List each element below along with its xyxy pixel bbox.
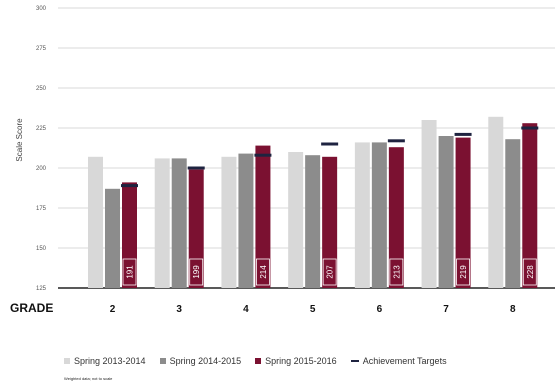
x-axis-label: GRADE: [10, 301, 53, 315]
legend-item-series-1: Spring 2013-2014: [64, 356, 146, 366]
legend-label-series-1: Spring 2013-2014: [74, 356, 146, 366]
y-tick-label: 200: [36, 166, 47, 172]
data-label-box: [322, 258, 337, 286]
bar: [171, 158, 187, 288]
x-tick-label: 2: [110, 304, 116, 315]
bar: [438, 136, 454, 288]
target-marker: [121, 184, 138, 188]
legend-label-series-2: Spring 2014-2015: [169, 356, 242, 366]
target-marker: [187, 166, 205, 170]
bar: [221, 156, 237, 288]
bar: [305, 155, 321, 288]
bar: [288, 152, 304, 288]
legend-swatch-series-3: [255, 358, 262, 364]
legend: Spring 2013-2014 Spring 2014-2015 Spring…: [64, 352, 558, 370]
bar: [388, 147, 404, 288]
target-marker: [387, 139, 405, 143]
bar: [322, 156, 338, 288]
y-axis-label: Scale Score: [15, 118, 24, 162]
x-tick-label: 7: [443, 304, 449, 315]
legend-dash-targets: [350, 360, 359, 362]
target-marker: [254, 153, 272, 157]
bar: [421, 120, 437, 288]
x-tick-label: 8: [510, 304, 516, 315]
legend-label-series-3: Spring 2015-2016: [265, 356, 337, 366]
y-tick-label: 175: [36, 206, 47, 212]
legend-item-targets: Achievement Targets: [350, 356, 447, 366]
data-label: 219: [459, 265, 468, 279]
target-marker: [521, 126, 539, 130]
data-label: 191: [126, 265, 135, 279]
target-marker: [321, 142, 339, 146]
bar: [188, 169, 204, 288]
legend-label-targets: Achievement Targets: [362, 356, 447, 366]
bar: [371, 142, 387, 288]
data-label: 214: [259, 265, 268, 279]
y-tick-label: 300: [36, 6, 47, 12]
legend-item-series-2: Spring 2014-2015: [159, 356, 242, 366]
y-tick-label: 225: [36, 126, 47, 132]
data-label-box: [122, 258, 137, 286]
legend-swatch-series-1: [64, 358, 70, 364]
x-tick-label: 6: [377, 304, 383, 315]
y-tick-label: 125: [36, 286, 47, 292]
bar: [522, 123, 538, 288]
y-tick-label: 275: [36, 46, 47, 52]
bar: [154, 158, 170, 288]
data-label: 213: [392, 265, 401, 279]
data-label-box: [389, 258, 404, 286]
bar: [354, 142, 370, 288]
x-tick-label: 3: [176, 304, 182, 315]
bar: [88, 156, 103, 288]
data-label-box: [189, 258, 204, 286]
target-marker: [454, 132, 472, 136]
x-tick-label: 4: [243, 304, 249, 315]
x-tick-label: 5: [310, 304, 316, 315]
y-tick-label: 150: [36, 246, 47, 252]
source-note: Weighted data; not to scale: [64, 376, 113, 381]
bar: [105, 188, 120, 288]
data-label-box: [256, 258, 270, 286]
data-label: 207: [326, 265, 335, 279]
bar: [505, 139, 521, 288]
bar: [122, 182, 137, 288]
data-label-box: [456, 258, 470, 286]
bar: [488, 116, 504, 288]
legend-swatch-series-2: [159, 358, 166, 364]
data-label: 228: [526, 265, 535, 279]
y-tick-label: 250: [36, 86, 47, 92]
bar: [238, 153, 254, 288]
data-label-box: [522, 258, 537, 286]
data-label: 199: [192, 265, 201, 279]
bar: [255, 145, 271, 288]
legend-item-series-3: Spring 2015-2016: [255, 356, 337, 366]
bar: [455, 137, 471, 288]
